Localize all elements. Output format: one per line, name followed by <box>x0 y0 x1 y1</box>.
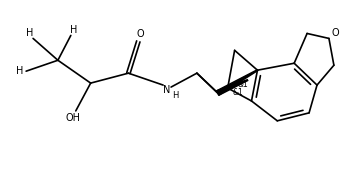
Text: N: N <box>163 85 171 95</box>
Text: &1: &1 <box>232 88 243 96</box>
Text: OH: OH <box>65 113 80 123</box>
Text: H: H <box>70 25 77 36</box>
Text: O: O <box>331 28 339 38</box>
Text: &1: &1 <box>237 80 248 89</box>
Text: H: H <box>26 28 34 38</box>
Polygon shape <box>217 80 248 95</box>
Polygon shape <box>216 70 258 95</box>
Text: H: H <box>16 66 24 76</box>
Text: H: H <box>172 91 178 100</box>
Text: O: O <box>136 30 144 39</box>
